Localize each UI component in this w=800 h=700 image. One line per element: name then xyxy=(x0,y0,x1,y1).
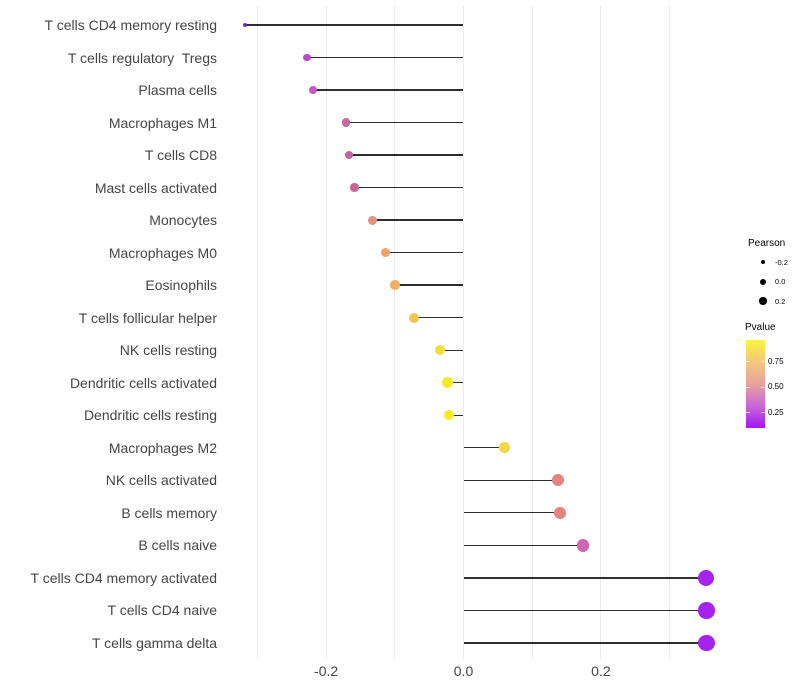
colorbar-tick-label: 0.75 xyxy=(768,356,784,366)
lollipop-stem xyxy=(348,154,464,156)
colorbar-tick-mark xyxy=(746,412,750,414)
gridline xyxy=(394,6,396,660)
y-axis-label: Dendritic cells activated xyxy=(69,374,217,391)
lollipop-dot xyxy=(443,409,455,421)
pearson-size-dot xyxy=(759,297,767,305)
y-axis-label: T cells CD4 memory resting xyxy=(44,17,217,33)
lollipop-dot xyxy=(434,345,446,356)
lollipop-dot xyxy=(553,506,566,519)
y-axis-label: B cells memory xyxy=(121,504,217,521)
colorbar-tick-mark xyxy=(761,412,765,414)
y-axis-label: Plasma cells xyxy=(138,82,217,99)
colorbar-tick-label: 0.25 xyxy=(768,407,784,417)
colorbar-tick-label: 0.50 xyxy=(768,382,784,392)
y-axis-label: T cells regulatory Tregs xyxy=(67,49,217,66)
y-axis-label: Dendritic cells resting xyxy=(83,407,217,424)
x-tick-label: -0.2 xyxy=(314,663,339,679)
lollipop-stem xyxy=(372,219,464,221)
lollipop-stem xyxy=(306,56,464,59)
lollipop-stem xyxy=(354,186,464,189)
pearson-size-label: -0.2 xyxy=(775,257,788,267)
y-axis-label: T cells CD4 memory activated xyxy=(30,569,217,586)
lollipop-stem xyxy=(245,24,464,26)
y-axis-label: T cells gamma delta xyxy=(91,634,217,651)
lollipop-stem xyxy=(449,414,464,416)
lollipop-dot xyxy=(242,22,248,28)
lollipop-dot xyxy=(698,602,715,619)
y-axis-label: B cells naive xyxy=(138,537,217,554)
lollipop-stem xyxy=(463,447,505,449)
lollipop-dot xyxy=(498,442,510,454)
lollipop-dot xyxy=(409,312,420,323)
lollipop-dot xyxy=(380,247,390,258)
lollipop-stem xyxy=(385,251,464,254)
y-axis-label: T cells follicular helper xyxy=(78,309,217,326)
y-axis-label: NK cells resting xyxy=(119,342,217,359)
lollipop-stem xyxy=(463,609,707,612)
y-axis-label: NK cells activated xyxy=(105,472,217,489)
lollipop-stem xyxy=(440,349,464,351)
y-axis-label: Mast cells activated xyxy=(94,179,217,196)
lollipop-dot xyxy=(442,377,453,388)
lollipop-dot xyxy=(698,634,715,652)
lollipop-dot xyxy=(390,280,400,290)
colorbar-tick-mark xyxy=(746,361,750,363)
lollipop-stem xyxy=(463,544,584,546)
y-axis-label: Eosinophils xyxy=(145,277,217,294)
lollipop-dot xyxy=(309,86,318,95)
lollipop-stem xyxy=(394,284,464,286)
lollipop-stem xyxy=(447,382,464,384)
pearson-size-dot xyxy=(760,259,766,265)
pearson-size-label: 0.0 xyxy=(775,277,786,286)
x-tick-label: 0.2 xyxy=(591,663,611,679)
lollipop-stem xyxy=(463,577,706,579)
gridline xyxy=(463,6,464,660)
pvalue-colorbar xyxy=(746,340,765,428)
gridline xyxy=(600,6,602,660)
colorbar-tick-mark xyxy=(746,386,750,388)
pearson-size-dot xyxy=(760,278,766,285)
lollipop-stem xyxy=(463,512,560,514)
lollipop-stem xyxy=(313,89,464,91)
gridline xyxy=(531,6,533,660)
lollipop-dot xyxy=(350,183,359,192)
y-axis-label: Macrophages M1 xyxy=(108,114,217,131)
lollipop-dot xyxy=(697,569,715,587)
colorbar-tick-mark xyxy=(761,386,765,388)
lollipop-dot xyxy=(552,474,565,487)
lollipop-stem xyxy=(346,121,464,124)
gridline xyxy=(256,6,258,660)
pearson-legend-title: Pearson xyxy=(748,238,786,249)
y-axis-label: Macrophages M2 xyxy=(108,439,217,456)
y-axis-label: T cells CD8 xyxy=(144,147,217,164)
lollipop-dot xyxy=(576,539,590,552)
y-axis-label: Monocytes xyxy=(149,212,217,229)
lollipop-dot xyxy=(368,215,378,225)
y-axis-label: T cells CD4 naive xyxy=(107,602,217,619)
lollipop-stem xyxy=(414,316,464,319)
gridline xyxy=(669,6,671,660)
lollipop-dot xyxy=(341,118,351,127)
y-axis-label: Macrophages M0 xyxy=(108,244,217,261)
lollipop-dot xyxy=(344,150,353,160)
lollipop-dot xyxy=(303,53,311,62)
pearson-size-label: 0.2 xyxy=(775,296,786,306)
legend: Pearson -0.2 0.0 0.2 Pvalue 0.75 0.50 0.25 xyxy=(736,232,800,442)
gridline xyxy=(325,6,327,660)
lollipop-stem xyxy=(463,479,559,481)
x-tick-label: 0.0 xyxy=(453,663,474,679)
colorbar-tick-mark xyxy=(761,361,765,363)
lollipop-stem xyxy=(463,642,707,644)
pvalue-legend-title: Pvalue xyxy=(745,322,776,333)
